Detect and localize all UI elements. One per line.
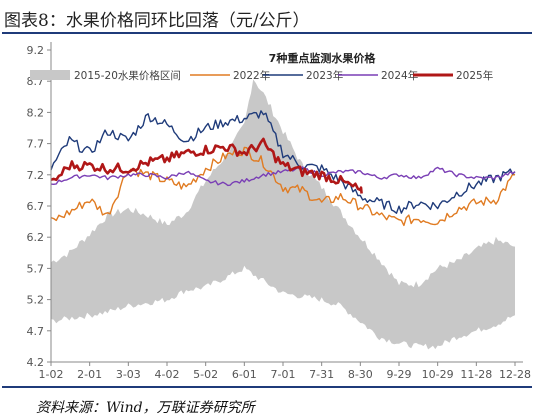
figure-title: 图表8：水果价格同环比回落（元/公斤） (4, 11, 310, 31)
legend-label-4: 2025年 (456, 69, 493, 82)
x-tick-label: 7-01 (271, 368, 296, 381)
axis-layer: 9.28.78.27.77.26.76.25.75.24.74.21-02 2-0… (27, 42, 531, 381)
series-line-2 (50, 110, 516, 214)
x-tick-label: 3-03 (116, 368, 141, 381)
series-line-4 (50, 137, 363, 194)
y-tick-label: 4.2 (27, 356, 45, 369)
chart-title: 7种重点监测水果价格 (269, 51, 377, 65)
legend-swatch-band (30, 70, 70, 80)
x-tick-label: 5-02 (193, 368, 218, 381)
x-tick-label: 4-02 (155, 368, 180, 381)
price-range-band (51, 79, 515, 350)
legend-label-1: 2022年 (233, 69, 270, 82)
band-layer (51, 79, 515, 350)
y-tick-label: 5.2 (27, 294, 45, 307)
x-tick-label: 8-30 (348, 368, 373, 381)
y-tick-label: 8.2 (27, 106, 45, 119)
y-tick-label: 4.7 (27, 325, 45, 338)
x-tick-label: 10-29 (422, 368, 454, 381)
x-tick-label: 2-01 (77, 368, 102, 381)
x-tick-label: 6-01 (232, 368, 257, 381)
y-tick-label: 7.2 (27, 169, 45, 182)
y-tick-label: 5.7 (27, 262, 45, 275)
title-rule (2, 32, 532, 34)
y-tick-label: 6.2 (27, 231, 45, 244)
y-tick-label: 7.7 (27, 138, 45, 151)
y-tick-label: 6.7 (27, 200, 45, 213)
x-tick-label: 7-31 (309, 368, 334, 381)
legend-label-band: 2015-20水果价格区间 (74, 69, 181, 82)
series-layer (50, 110, 516, 227)
x-tick-label: 9-29 (387, 368, 412, 381)
x-tick-label: 1-02 (39, 368, 64, 381)
series-line-3 (50, 166, 516, 187)
legend: 2015-20水果价格区间 2022年 2023年 2024年 2025年 (30, 69, 493, 82)
legend-label-2: 2023年 (306, 69, 343, 82)
source-rule (2, 386, 532, 388)
x-tick-label: 12-28 (499, 368, 531, 381)
x-tick-label: 11-28 (460, 368, 492, 381)
source-note: 资料来源：Wind，万联证券研究所 (36, 400, 255, 416)
y-tick-label: 9.2 (27, 44, 45, 57)
legend-label-3: 2024年 (381, 69, 418, 82)
